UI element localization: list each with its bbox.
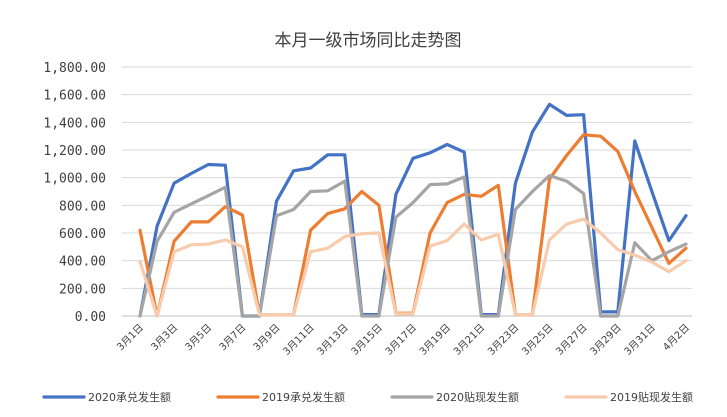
x-tick-label: 3月13日 xyxy=(315,322,351,358)
x-tick-label: 3月23日 xyxy=(485,322,521,358)
y-tick-label: 600.00 xyxy=(59,227,106,242)
x-tick-label: 3月11日 xyxy=(281,322,317,358)
y-tick-label: 200.00 xyxy=(59,282,106,297)
x-tick-label: 3月29日 xyxy=(588,322,624,358)
y-tick-label: 1,600.00 xyxy=(43,89,106,104)
y-tick-label: 1,800.00 xyxy=(43,61,106,76)
y-tick-label: 400.00 xyxy=(59,255,106,270)
legend-label: 2019承兑发生额 xyxy=(262,390,345,404)
y-tick-label: 1,400.00 xyxy=(43,116,106,131)
y-tick-label: 1,200.00 xyxy=(43,144,106,159)
x-tick-label: 3月7日 xyxy=(217,322,249,354)
x-tick-label: 4月2日 xyxy=(660,322,692,354)
x-tick-label: 3月15日 xyxy=(349,322,385,358)
y-tick-label: 800.00 xyxy=(59,199,106,214)
x-tick-label: 3月5日 xyxy=(183,322,215,354)
legend-label: 2020承兑发生额 xyxy=(88,390,171,404)
x-tick-label: 3月1日 xyxy=(114,322,146,354)
legend-label: 2019贴现发生额 xyxy=(610,390,693,404)
chart-title: 本月一级市场同比走势图 xyxy=(275,31,462,51)
x-tick-label: 3月3日 xyxy=(149,322,181,354)
x-tick-label: 3月9日 xyxy=(251,322,283,354)
legend-label: 2020贴现发生额 xyxy=(436,390,519,404)
series-line-1 xyxy=(138,102,688,318)
series-line-4 xyxy=(138,217,688,318)
y-tick-label: 1,000.00 xyxy=(43,172,106,187)
x-tick-label: 3月31日 xyxy=(622,322,658,358)
x-tick-label: 3月21日 xyxy=(451,322,487,358)
x-tick-label: 3月17日 xyxy=(383,322,419,358)
x-tick-label: 3月27日 xyxy=(554,322,590,358)
y-tick-label: 0.00 xyxy=(75,310,106,325)
x-tick-label: 3月25日 xyxy=(519,322,555,358)
series-line-3 xyxy=(138,174,688,318)
x-tick-label: 3月19日 xyxy=(417,322,453,358)
